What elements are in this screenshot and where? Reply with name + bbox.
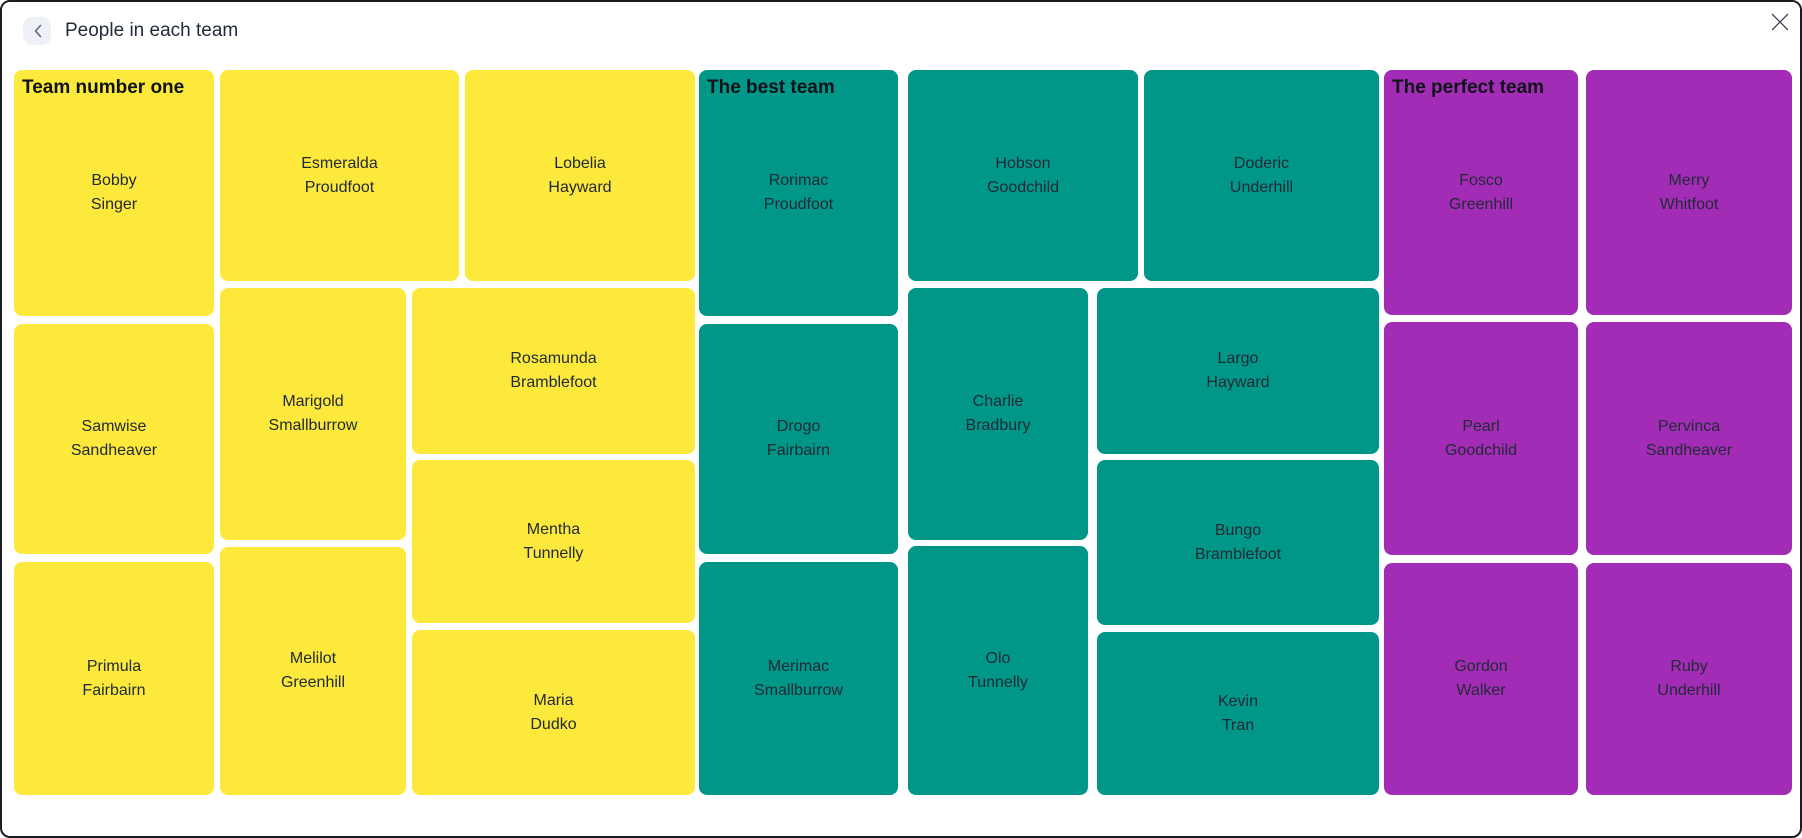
cell-olo-tunnelly[interactable]: Olo Tunnelly [908, 546, 1088, 795]
modal-header: People in each team [2, 2, 1800, 60]
member-name: Largo Hayward [1206, 350, 1270, 391]
member-name: Rosamunda Bramblefoot [510, 350, 597, 391]
cell-maria-dudko[interactable]: Maria Dudko [412, 630, 695, 795]
cell-mentha-tunnelly[interactable]: Mentha Tunnelly [412, 460, 695, 623]
close-button[interactable] [1767, 9, 1793, 35]
member-name: Drogo Fairbairn [766, 418, 831, 459]
cell-doderic-underhill[interactable]: Doderic Underhill [1144, 70, 1379, 281]
member-name: Bungo Bramblefoot [1194, 521, 1282, 563]
member-name: Olo Tunnelly [968, 649, 1028, 691]
team-label-the-best-team: The best team [707, 77, 835, 98]
cell-hobson-goodchild[interactable]: Hobson Goodchild [908, 70, 1138, 281]
member-name: Marigold Smallburrow [268, 393, 358, 434]
cell-pervinca-sandheaver[interactable]: Pervinca Sandheaver [1586, 322, 1792, 555]
member-name: Maria Dudko [530, 691, 577, 733]
member-name: Hobson Goodchild [986, 154, 1060, 196]
cell-primula-fairbairn[interactable]: Primula Fairbairn [14, 562, 214, 795]
cell-melilot-greenhill[interactable]: Melilot Greenhill [220, 547, 406, 795]
cell-samwise-sandheaver[interactable]: Samwise Sandheaver [14, 324, 214, 554]
cell-lobelia-hayward[interactable]: Lobelia Hayward [465, 70, 695, 281]
member-name: Pearl Goodchild [1444, 417, 1518, 459]
cell-kevin-tran[interactable]: Kevin Tran [1097, 632, 1379, 795]
member-name: Melilot Greenhill [280, 650, 346, 691]
member-name: Gordon Walker [1454, 658, 1508, 699]
cell-gordon-walker[interactable]: Gordon Walker [1384, 563, 1578, 795]
cell-esmeralda-proudfoot[interactable]: Esmeralda Proudfoot [220, 70, 459, 281]
cell-pearl-goodchild[interactable]: Pearl Goodchild [1384, 322, 1578, 555]
member-name: Kevin Tran [1217, 692, 1259, 734]
close-icon [1771, 13, 1789, 31]
member-name: Pervinca Sandheaver [1645, 417, 1733, 459]
member-name: Merimac Smallburrow [754, 657, 843, 699]
member-name: Ruby Underhill [1657, 658, 1721, 699]
member-name: Bobby Singer [90, 172, 138, 213]
team-label-team-number-one: Team number one [22, 77, 185, 98]
cell-largo-hayward[interactable]: Largo Hayward [1097, 288, 1379, 454]
cell-merimac-smallburrow[interactable]: Merimac Smallburrow [699, 562, 898, 795]
member-name: Primula Fairbairn [82, 657, 146, 699]
cell-rosamunda-bramblefoot[interactable]: Rosamunda Bramblefoot [412, 288, 695, 454]
member-name: Charlie Bradbury [965, 393, 1031, 434]
cell-fosco-greenhill[interactable]: The perfect team Fosco Greenhill [1384, 70, 1578, 315]
team-label-the-perfect-team: The perfect team [1392, 77, 1545, 98]
cell-drogo-fairbairn[interactable]: Drogo Fairbairn [699, 324, 898, 554]
cell-rorimac-proudfoot[interactable]: The best team Rorimac Proudfoot [699, 70, 898, 316]
cell-charlie-bradbury[interactable]: Charlie Bradbury [908, 288, 1088, 540]
member-name: Rorimac Proudfoot [763, 172, 834, 213]
member-name: Doderic Underhill [1229, 154, 1294, 196]
member-name: Fosco Greenhill [1448, 171, 1514, 213]
cell-marigold-smallburrow[interactable]: Marigold Smallburrow [220, 288, 406, 540]
cell-merry-whitfoot[interactable]: Merry Whitfoot [1586, 70, 1792, 315]
cell-bobby-singer[interactable]: Team number one Bobby Singer [14, 70, 214, 316]
chevron-left-icon [33, 24, 42, 38]
page-title: People in each team [65, 20, 239, 41]
member-name: Mentha Tunnelly [523, 520, 584, 562]
member-name: Lobelia Hayward [548, 154, 612, 196]
member-name: Merry Whitfoot [1659, 171, 1719, 213]
member-name: Esmeralda Proudfoot [301, 154, 378, 196]
cell-ruby-underhill[interactable]: Ruby Underhill [1586, 563, 1792, 795]
member-name: Samwise Sandheaver [70, 418, 158, 459]
cell-bungo-bramblefoot[interactable]: Bungo Bramblefoot [1097, 460, 1379, 625]
back-button[interactable] [23, 17, 51, 45]
